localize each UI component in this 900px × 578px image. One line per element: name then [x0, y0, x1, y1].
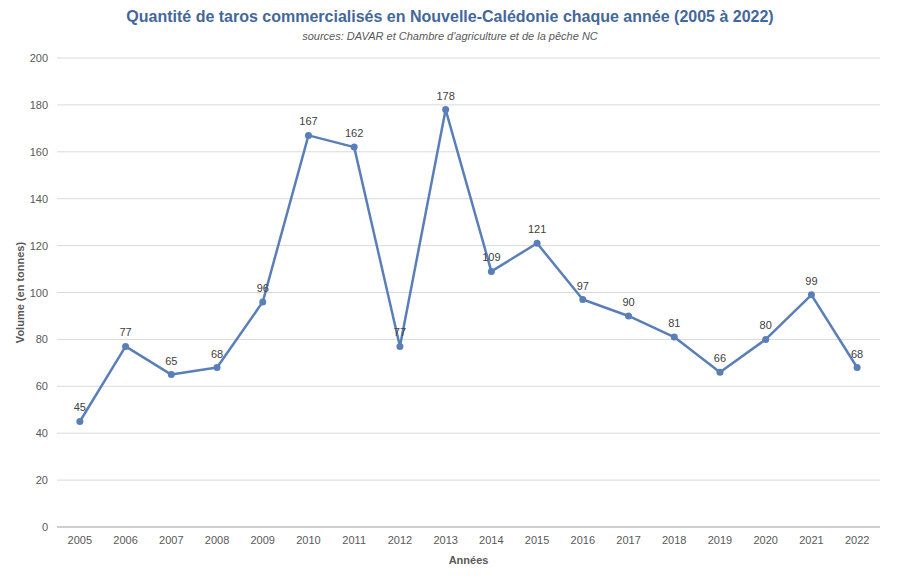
data-point — [625, 312, 632, 319]
data-label: 99 — [805, 275, 817, 287]
x-tick-label: 2009 — [251, 534, 275, 546]
data-label: 121 — [528, 223, 546, 235]
data-point — [396, 343, 403, 350]
x-tick-label: 2017 — [616, 534, 640, 546]
data-point — [854, 364, 861, 371]
y-tick-label: 20 — [36, 474, 48, 486]
data-point — [259, 298, 266, 305]
data-label: 90 — [622, 296, 634, 308]
chart-title: Quantité de taros commercialisés en Nouv… — [126, 8, 773, 25]
y-tick-label: 0 — [42, 521, 48, 533]
grid — [57, 58, 880, 527]
x-tick-label: 2006 — [113, 534, 137, 546]
data-point — [716, 369, 723, 376]
data-label: 96 — [257, 282, 269, 294]
data-point — [76, 418, 83, 425]
data-label: 178 — [436, 90, 454, 102]
data-line — [80, 110, 857, 422]
data-label: 109 — [482, 251, 500, 263]
x-tick-label: 2010 — [296, 534, 320, 546]
data-label: 80 — [760, 319, 772, 331]
data-point — [305, 132, 312, 139]
x-tick-label: 2007 — [159, 534, 183, 546]
x-tick-label: 2008 — [205, 534, 229, 546]
data-label: 77 — [119, 326, 131, 338]
y-tick-label: 80 — [36, 333, 48, 345]
data-point — [488, 268, 495, 275]
data-point — [351, 144, 358, 151]
grid-line — [57, 292, 880, 293]
grid-line — [57, 480, 880, 481]
chart-svg: Quantité de taros commercialisés en Nouv… — [0, 0, 900, 578]
data-label: 162 — [345, 127, 363, 139]
data-point — [442, 106, 449, 113]
grid-line — [57, 433, 880, 434]
data-label: 77 — [394, 326, 406, 338]
x-axis-line — [57, 527, 880, 528]
grid-line — [57, 198, 880, 199]
x-tick-label: 2014 — [479, 534, 503, 546]
grid-line — [57, 527, 880, 528]
grid-line — [57, 58, 880, 59]
y-tick-label: 180 — [30, 99, 48, 111]
y-tick-label: 200 — [30, 52, 48, 64]
y-tick-label: 40 — [36, 427, 48, 439]
grid-line — [57, 104, 880, 105]
data-label: 66 — [714, 352, 726, 364]
data-point — [168, 371, 175, 378]
x-tick-label: 2020 — [753, 534, 777, 546]
x-tick-label: 2011 — [342, 534, 366, 546]
data-label: 167 — [299, 115, 317, 127]
data-label: 65 — [165, 355, 177, 367]
grid-line — [57, 339, 880, 340]
chart-subtitle: sources: DAVAR et Chambre d'agriculture … — [302, 30, 598, 42]
x-tick-label: 2015 — [525, 534, 549, 546]
data-label: 68 — [211, 348, 223, 360]
y-tick-label: 100 — [30, 287, 48, 299]
data-point — [122, 343, 129, 350]
data-point — [671, 334, 678, 341]
y-tick-label: 160 — [30, 146, 48, 158]
data-label: 45 — [74, 401, 86, 413]
data-layer — [76, 106, 860, 425]
grid-line — [57, 245, 880, 246]
y-axis-title: Volume (en tonnes) — [14, 242, 26, 344]
data-label: 97 — [577, 280, 589, 292]
data-point — [214, 364, 221, 371]
data-label: 81 — [668, 317, 680, 329]
grid-line — [57, 151, 880, 152]
data-point — [762, 336, 769, 343]
x-axis-title: Années — [449, 554, 489, 566]
x-tick-label: 2012 — [388, 534, 412, 546]
x-tick-label: 2018 — [662, 534, 686, 546]
x-tick-label: 2005 — [68, 534, 92, 546]
y-tick-label: 120 — [30, 240, 48, 252]
data-point — [534, 240, 541, 247]
x-tick-label: 2022 — [845, 534, 869, 546]
chart-container: Quantité de taros commercialisés en Nouv… — [0, 0, 900, 578]
x-tick-label: 2013 — [433, 534, 457, 546]
data-label: 68 — [851, 348, 863, 360]
y-tick-label: 140 — [30, 193, 48, 205]
data-point — [808, 291, 815, 298]
grid-line — [57, 386, 880, 387]
x-tick-label: 2021 — [799, 534, 823, 546]
data-point — [579, 296, 586, 303]
x-tick-label: 2019 — [708, 534, 732, 546]
x-tick-label: 2016 — [571, 534, 595, 546]
y-tick-label: 60 — [36, 380, 48, 392]
